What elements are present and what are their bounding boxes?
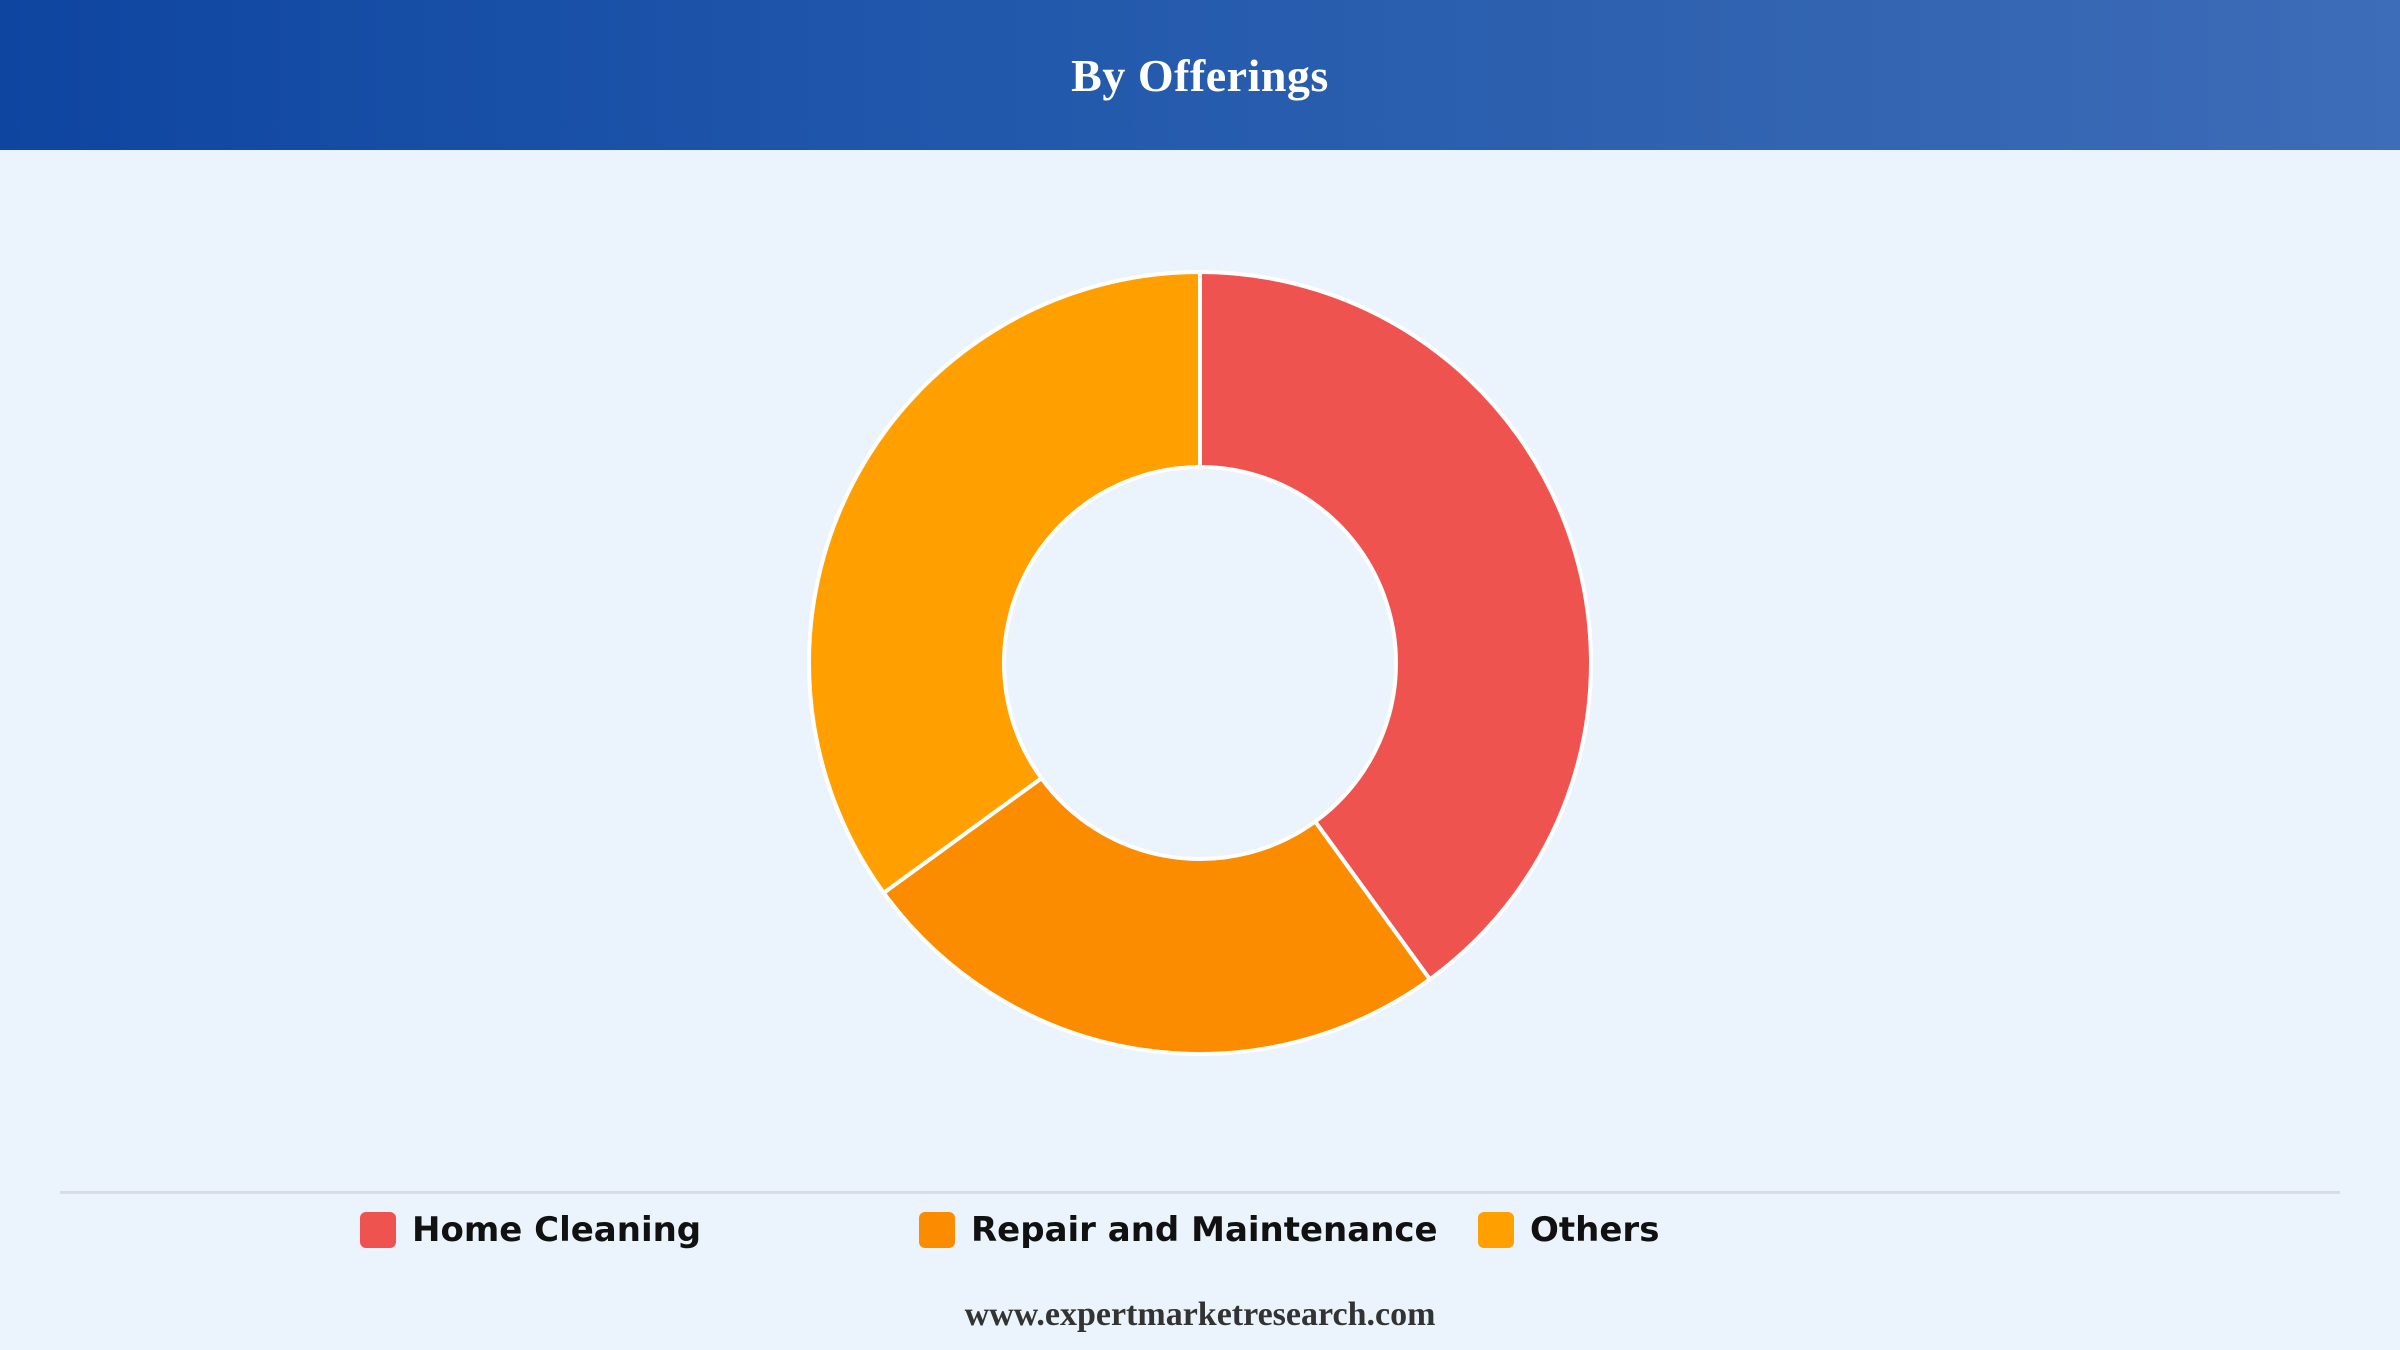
- legend: Home Cleaning Repair and Maintenance Oth…: [0, 1208, 2400, 1252]
- slice-others[interactable]: [807, 270, 1202, 895]
- legend-item-others[interactable]: Others: [1478, 1208, 1659, 1252]
- donut-chart: [807, 270, 1593, 1056]
- slice-home-cleaning[interactable]: [1198, 270, 1593, 982]
- legend-divider: [60, 1191, 2340, 1194]
- legend-label: Others: [1530, 1210, 1660, 1250]
- legend-label: Home Cleaning: [412, 1210, 702, 1250]
- source-url: www.expertmarketresearch.com: [964, 1296, 1436, 1333]
- chart-area: [0, 150, 2400, 1190]
- header-bar: By Offerings: [0, 0, 2400, 150]
- legend-swatch-others: [1478, 1212, 1514, 1248]
- legend-swatch-home-cleaning: [360, 1212, 396, 1248]
- legend-swatch-repair-and-maintenance: [919, 1212, 955, 1248]
- legend-item-repair-and-maintenance[interactable]: Repair and Maintenance: [919, 1208, 1438, 1252]
- legend-item-home-cleaning[interactable]: Home Cleaning: [360, 1208, 701, 1252]
- legend-label: Repair and Maintenance: [971, 1210, 1438, 1250]
- slice-repair-and-maintenance[interactable]: [881, 776, 1432, 1056]
- chart-title: By Offerings: [1071, 49, 1329, 101]
